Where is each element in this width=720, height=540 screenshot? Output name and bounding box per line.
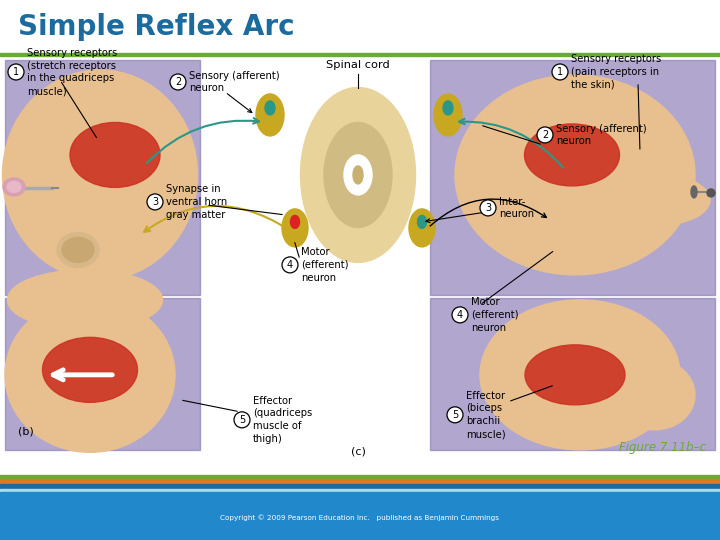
Ellipse shape bbox=[434, 94, 462, 136]
Text: (c): (c) bbox=[351, 447, 366, 457]
Ellipse shape bbox=[5, 298, 175, 453]
Ellipse shape bbox=[691, 186, 697, 198]
Ellipse shape bbox=[282, 209, 308, 247]
Text: (b): (b) bbox=[18, 427, 34, 437]
Text: 1: 1 bbox=[13, 67, 19, 77]
Bar bbox=[5, 298, 200, 450]
Text: Sensory receptors
(pain receptors in
the skin): Sensory receptors (pain receptors in the… bbox=[571, 54, 661, 90]
Bar bbox=[0, 484, 720, 489]
Text: Sensory (afferent)
neuron: Sensory (afferent) neuron bbox=[189, 71, 279, 93]
Bar bbox=[0, 491, 720, 540]
Text: Figure 7.11b–c: Figure 7.11b–c bbox=[619, 441, 706, 454]
Circle shape bbox=[537, 127, 553, 143]
Ellipse shape bbox=[62, 238, 94, 262]
Ellipse shape bbox=[707, 189, 715, 197]
Bar bbox=[5, 60, 200, 295]
Ellipse shape bbox=[418, 215, 426, 228]
Text: 4: 4 bbox=[457, 310, 463, 320]
Text: 2: 2 bbox=[542, 130, 548, 140]
Text: 3: 3 bbox=[152, 197, 158, 207]
Text: Sensory receptors
(stretch receptors
in the quadriceps
muscle): Sensory receptors (stretch receptors in … bbox=[27, 48, 117, 96]
Ellipse shape bbox=[610, 175, 710, 225]
Text: Motor
(efferent)
neuron: Motor (efferent) neuron bbox=[301, 247, 348, 282]
Ellipse shape bbox=[443, 101, 453, 115]
Text: Inter-
neuron: Inter- neuron bbox=[499, 197, 534, 219]
Ellipse shape bbox=[615, 360, 695, 430]
Circle shape bbox=[8, 64, 24, 80]
Text: Sensory (afferent)
neuron: Sensory (afferent) neuron bbox=[556, 124, 647, 146]
Text: Motor
(efferent)
neuron: Motor (efferent) neuron bbox=[471, 297, 518, 333]
Circle shape bbox=[170, 74, 186, 90]
Circle shape bbox=[480, 200, 496, 216]
Ellipse shape bbox=[7, 181, 21, 192]
Ellipse shape bbox=[7, 270, 163, 330]
Circle shape bbox=[452, 307, 468, 323]
Circle shape bbox=[447, 407, 463, 423]
Text: Synapse in
ventral horn
gray matter: Synapse in ventral horn gray matter bbox=[166, 184, 228, 220]
Ellipse shape bbox=[353, 166, 363, 184]
Ellipse shape bbox=[290, 215, 300, 228]
Circle shape bbox=[552, 64, 568, 80]
Text: 5: 5 bbox=[452, 410, 458, 420]
Text: 2: 2 bbox=[175, 77, 181, 87]
Text: 4: 4 bbox=[287, 260, 293, 270]
Bar bbox=[0, 53, 720, 56]
Ellipse shape bbox=[409, 209, 435, 247]
Circle shape bbox=[234, 412, 250, 428]
Bar bbox=[0, 489, 720, 491]
Text: 1: 1 bbox=[557, 67, 563, 77]
Bar bbox=[0, 480, 720, 484]
Ellipse shape bbox=[344, 155, 372, 195]
Text: 3: 3 bbox=[485, 203, 491, 213]
Bar bbox=[0, 475, 720, 479]
Ellipse shape bbox=[455, 75, 695, 275]
Text: 5: 5 bbox=[239, 415, 245, 425]
Ellipse shape bbox=[524, 124, 619, 186]
Ellipse shape bbox=[42, 338, 138, 402]
Text: Effector
(quadriceps
muscle of
thigh): Effector (quadriceps muscle of thigh) bbox=[253, 396, 312, 444]
Text: Simple Reflex Arc: Simple Reflex Arc bbox=[18, 13, 294, 41]
Ellipse shape bbox=[256, 94, 284, 136]
Ellipse shape bbox=[3, 178, 25, 196]
Ellipse shape bbox=[70, 123, 160, 187]
Ellipse shape bbox=[324, 123, 392, 227]
Text: Effector
(biceps
brachii
muscle): Effector (biceps brachii muscle) bbox=[466, 390, 505, 439]
Bar bbox=[0, 54, 720, 470]
Bar bbox=[430, 298, 715, 450]
Circle shape bbox=[282, 257, 298, 273]
Ellipse shape bbox=[480, 300, 680, 450]
Bar bbox=[430, 60, 715, 295]
Text: Spinal cord: Spinal cord bbox=[326, 60, 390, 70]
Ellipse shape bbox=[57, 232, 99, 267]
Bar bbox=[0, 0, 720, 54]
Ellipse shape bbox=[2, 70, 197, 280]
Ellipse shape bbox=[265, 101, 275, 115]
Ellipse shape bbox=[300, 87, 415, 262]
Text: Copyright © 2009 Pearson Education Inc.   published as Benjamin Cummings: Copyright © 2009 Pearson Education Inc. … bbox=[220, 514, 500, 521]
Ellipse shape bbox=[525, 345, 625, 405]
Circle shape bbox=[147, 194, 163, 210]
